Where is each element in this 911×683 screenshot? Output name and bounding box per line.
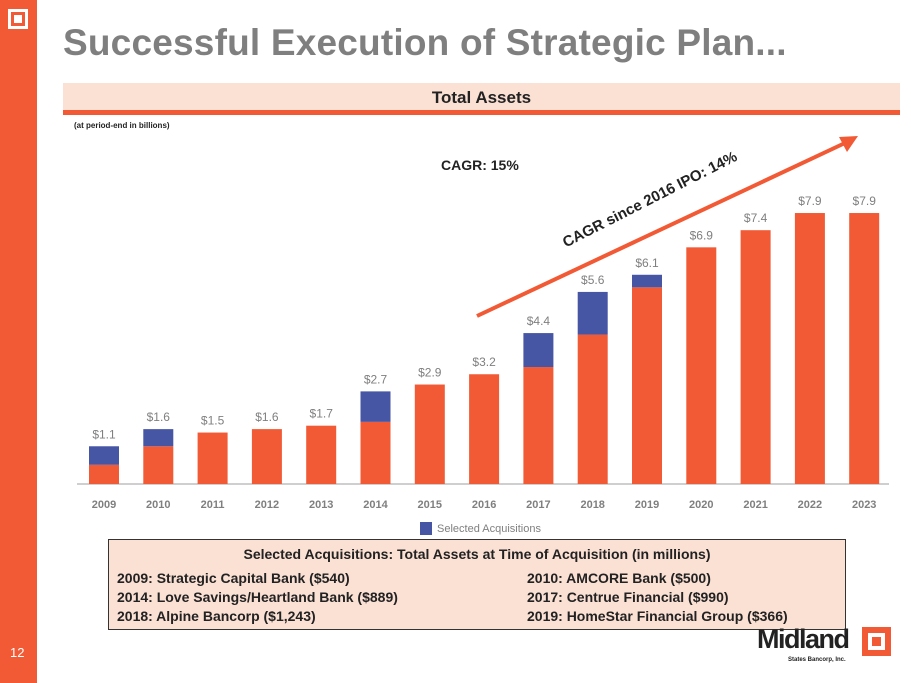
x-tick-label: 2019 bbox=[635, 499, 659, 511]
bar-organic bbox=[469, 374, 500, 484]
x-tick-label: 2015 bbox=[418, 499, 442, 511]
bar-acquisition bbox=[577, 291, 608, 335]
bar-organic bbox=[251, 429, 282, 484]
x-tick-label: 2020 bbox=[689, 499, 713, 511]
band-title: Total Assets bbox=[431, 88, 532, 107]
bar-acquisition bbox=[89, 446, 119, 465]
legend-swatch-acquisitions bbox=[420, 522, 432, 535]
acquisitions-title: Selected Acquisitions: Total Assets at T… bbox=[243, 546, 711, 562]
x-tick-label: 2011 bbox=[201, 499, 225, 511]
acquisition-item: 2014: Love Savings/Heartland Bank ($889) bbox=[117, 589, 398, 605]
data-label: $1.7 bbox=[310, 407, 334, 421]
bar-organic bbox=[794, 213, 825, 484]
acquisition-item: 2010: AMCORE Bank ($500) bbox=[527, 570, 711, 586]
bar-organic bbox=[577, 334, 608, 484]
data-label: $7.9 bbox=[798, 194, 822, 208]
data-label: $3.2 bbox=[472, 355, 496, 369]
acquisition-item: 2019: HomeStar Financial Group ($366) bbox=[527, 608, 788, 624]
legend: Selected Acquisitions bbox=[420, 522, 541, 535]
data-label: $1.1 bbox=[92, 427, 116, 441]
x-tick-label: 2012 bbox=[255, 499, 279, 511]
bar-organic bbox=[143, 446, 174, 484]
data-label: $1.6 bbox=[255, 410, 279, 424]
bar-organic bbox=[523, 367, 554, 484]
units-note: (at period-end in billions) bbox=[74, 121, 170, 130]
x-tick-label: 2017 bbox=[526, 499, 550, 511]
data-label: $6.9 bbox=[690, 228, 714, 242]
data-label: $6.1 bbox=[635, 256, 659, 270]
bar-organic bbox=[632, 287, 662, 484]
data-label: $1.5 bbox=[201, 414, 225, 428]
data-label: $2.9 bbox=[418, 366, 442, 380]
bar-acquisition bbox=[360, 391, 391, 422]
acquisition-item: 2017: Centrue Financial ($990) bbox=[527, 589, 729, 605]
data-label: $4.4 bbox=[527, 314, 551, 328]
page-number: 12 bbox=[10, 645, 25, 660]
side-stripe: 12 bbox=[0, 0, 37, 683]
legend-label: Selected Acquisitions bbox=[437, 522, 541, 535]
bar-organic bbox=[740, 230, 771, 484]
x-tick-label: 2014 bbox=[363, 499, 388, 511]
slide-title: Successful Execution of Strategic Plan..… bbox=[63, 22, 787, 63]
cagr-arrowhead-icon bbox=[839, 136, 858, 152]
bar-organic bbox=[849, 213, 880, 484]
bar-organic bbox=[360, 421, 391, 484]
x-tick-label: 2021 bbox=[743, 499, 767, 511]
x-tick-label: 2018 bbox=[580, 499, 604, 511]
data-label: $1.6 bbox=[147, 410, 171, 424]
bar-organic bbox=[414, 384, 445, 484]
x-tick-label: 2016 bbox=[472, 499, 496, 511]
logo-square-icon bbox=[8, 9, 28, 29]
x-tick-label: 2010 bbox=[146, 499, 170, 511]
x-tick-label: 2013 bbox=[309, 499, 333, 511]
midland-logo-icon bbox=[862, 627, 891, 656]
cagr-label: CAGR: 15% bbox=[441, 157, 519, 173]
bar-organic bbox=[197, 432, 228, 484]
bar-acquisition bbox=[632, 274, 662, 288]
acquisition-item: 2009: Strategic Capital Bank ($540) bbox=[117, 570, 350, 586]
data-label: $2.7 bbox=[364, 372, 388, 386]
section-band: Total Assets bbox=[63, 83, 900, 115]
x-tick-label: 2009 bbox=[92, 499, 116, 511]
acquisition-item: 2018: Alpine Bancorp ($1,243) bbox=[117, 608, 316, 624]
data-label: $7.9 bbox=[853, 194, 877, 208]
cagr-arrow-line bbox=[476, 141, 846, 318]
bar-organic bbox=[306, 425, 337, 484]
bar-acquisition bbox=[143, 429, 174, 447]
x-tick-label: 2022 bbox=[798, 499, 822, 511]
bar-organic bbox=[686, 247, 717, 484]
midland-logo-subtext: States Bancorp, Inc. bbox=[788, 657, 846, 663]
data-label: $5.6 bbox=[581, 273, 605, 287]
x-tick-label: 2023 bbox=[852, 499, 876, 511]
bar-organic bbox=[89, 464, 119, 484]
data-label: $7.4 bbox=[744, 211, 768, 225]
acquisitions-box: Selected Acquisitions: Total Assets at T… bbox=[108, 539, 846, 630]
midland-logo-text: Midland bbox=[757, 624, 850, 654]
bar-acquisition bbox=[523, 333, 554, 368]
